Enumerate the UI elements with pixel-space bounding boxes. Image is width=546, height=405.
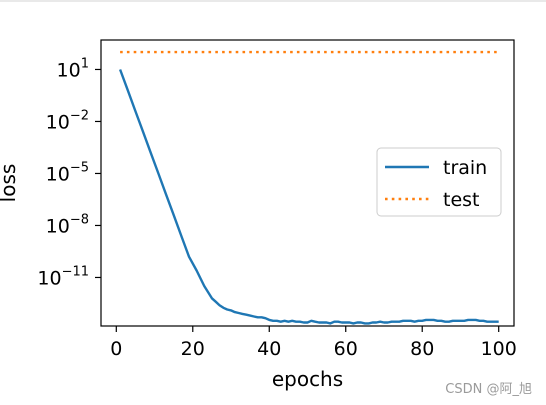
top-rule — [0, 0, 546, 2]
y-tick-exponent: −2 — [70, 108, 89, 123]
y-tick-label: 10−2 — [46, 108, 89, 133]
series-line-train — [118, 69, 499, 325]
y-tick-label: 10−11 — [37, 264, 89, 289]
legend-label-test: test — [443, 189, 480, 211]
x-axis-ticks: 0 20 40 60 80 100 — [110, 326, 517, 360]
y-tick-exponent: 1 — [81, 56, 89, 71]
y-tick-exponent: −5 — [70, 160, 89, 175]
x-tick-label: 0 — [110, 338, 122, 360]
watermark: CSDN @阿_旭 — [445, 382, 532, 397]
y-tick-base: 10 — [46, 163, 70, 185]
plot-frame — [100, 39, 515, 327]
series-layer — [118, 50, 499, 325]
x-axis-label: epochs — [272, 367, 343, 391]
y-tick-label: 101 — [57, 56, 89, 81]
y-tick-label: 10−5 — [46, 160, 89, 185]
y-tick-base: 10 — [46, 111, 70, 133]
x-tick-label: 80 — [410, 338, 434, 360]
y-tick-exponent: −11 — [62, 264, 89, 279]
x-tick-label: 40 — [257, 338, 281, 360]
x-tick-label: 60 — [334, 338, 358, 360]
y-tick-base: 10 — [46, 215, 70, 237]
legend: train test — [376, 147, 502, 217]
y-tick-base: 10 — [57, 59, 81, 81]
legend-label-train: train — [443, 157, 487, 179]
x-tick-label: 20 — [181, 338, 205, 360]
y-axis-label: loss — [0, 164, 20, 203]
y-tick-base: 10 — [37, 267, 61, 289]
y-tick-label: 10−8 — [46, 212, 89, 237]
x-tick-label: 100 — [481, 338, 517, 360]
y-tick-exponent: −8 — [70, 212, 89, 227]
